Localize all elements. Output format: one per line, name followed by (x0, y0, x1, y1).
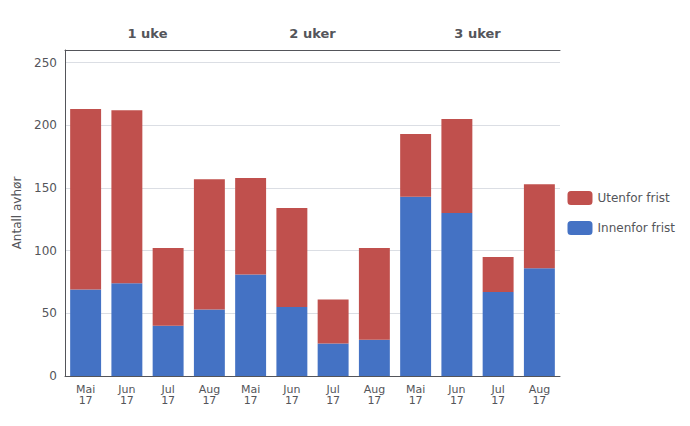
svg-text:2 uker: 2 uker (289, 26, 336, 41)
svg-text:Aug: Aug (198, 383, 221, 396)
svg-text:Innenfor frist: Innenfor frist (597, 221, 675, 235)
svg-text:250: 250 (34, 56, 57, 70)
svg-text:17: 17 (491, 394, 505, 407)
svg-text:Mai: Mai (406, 383, 426, 396)
svg-text:17: 17 (244, 394, 258, 407)
svg-text:3 uker: 3 uker (454, 26, 501, 41)
svg-text:17: 17 (285, 394, 299, 407)
svg-text:17: 17 (367, 394, 381, 407)
svg-text:17: 17 (79, 394, 93, 407)
svg-text:Jul: Jul (161, 383, 175, 396)
svg-text:200: 200 (34, 118, 57, 132)
svg-text:Jun: Jun (118, 383, 136, 396)
svg-text:17: 17 (202, 394, 216, 407)
svg-text:17: 17 (120, 394, 134, 407)
svg-text:Antall avhør: Antall avhør (10, 177, 24, 250)
svg-text:50: 50 (42, 306, 57, 320)
svg-text:Jun: Jun (283, 383, 301, 396)
svg-text:100: 100 (34, 244, 57, 258)
svg-text:17: 17 (326, 394, 340, 407)
svg-text:Jul: Jul (491, 383, 505, 396)
svg-text:0: 0 (49, 369, 57, 383)
svg-text:150: 150 (34, 181, 57, 195)
svg-text:Utenfor frist: Utenfor frist (597, 191, 670, 205)
svg-text:1 uke: 1 uke (128, 26, 168, 41)
svg-text:17: 17 (532, 394, 546, 407)
svg-text:Aug: Aug (528, 383, 551, 396)
svg-text:17: 17 (450, 394, 464, 407)
svg-text:Aug: Aug (363, 383, 386, 396)
svg-text:Jun: Jun (448, 383, 466, 396)
svg-text:Mai: Mai (241, 383, 261, 396)
svg-text:17: 17 (409, 394, 423, 407)
svg-text:17: 17 (161, 394, 175, 407)
svg-text:Jul: Jul (326, 383, 340, 396)
svg-text:Mai: Mai (76, 383, 96, 396)
